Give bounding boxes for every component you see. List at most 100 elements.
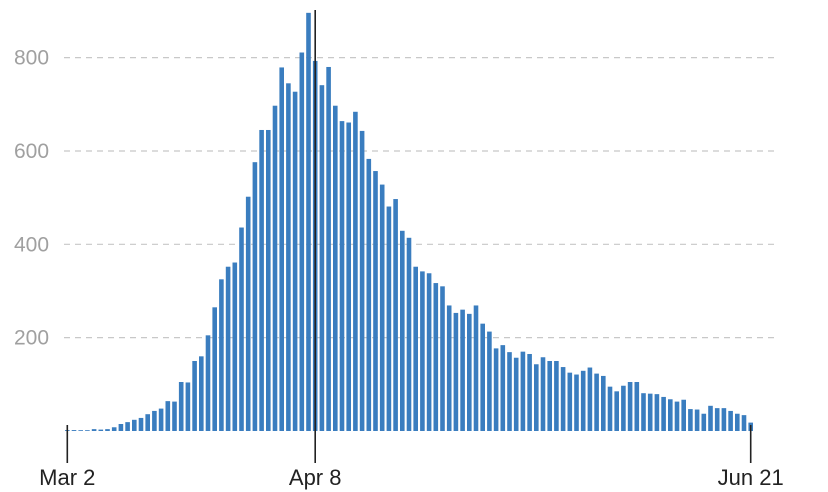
bar	[446, 305, 452, 431]
bar	[185, 382, 191, 431]
y-tick-label: 200	[14, 327, 49, 350]
bar	[71, 430, 77, 431]
bars	[65, 12, 753, 432]
bar	[138, 417, 144, 431]
bar	[574, 374, 579, 431]
bar	[353, 111, 358, 431]
bar	[473, 305, 479, 431]
bar	[440, 286, 445, 431]
y-tick-label: 800	[14, 47, 49, 70]
bar	[594, 373, 599, 431]
bar	[735, 413, 740, 431]
x-tick-label: Apr 8	[289, 465, 342, 490]
bar	[607, 386, 613, 431]
bar	[453, 312, 459, 431]
bar	[205, 335, 211, 431]
bar	[493, 348, 499, 431]
bar	[346, 122, 351, 431]
bar	[219, 279, 224, 431]
bar	[614, 391, 619, 431]
bar	[688, 409, 693, 431]
bar	[674, 401, 680, 431]
bar	[158, 408, 164, 431]
bar	[413, 266, 418, 431]
bar	[266, 129, 271, 432]
bar	[467, 313, 472, 431]
bar	[292, 91, 298, 432]
bar	[661, 396, 666, 431]
bar	[500, 345, 506, 431]
bar	[165, 401, 171, 431]
bar	[621, 385, 626, 431]
bar	[627, 382, 633, 431]
bar	[172, 401, 177, 431]
bar	[580, 370, 586, 431]
bar	[714, 408, 720, 431]
bar	[728, 410, 733, 431]
bar	[105, 429, 110, 431]
bar	[567, 372, 573, 431]
bar	[601, 375, 606, 431]
bar	[681, 399, 686, 431]
bar	[306, 12, 311, 432]
bar	[708, 405, 713, 431]
bar	[252, 162, 258, 431]
bar	[721, 408, 727, 431]
bar	[373, 171, 378, 432]
bar	[554, 361, 559, 431]
bar	[91, 429, 97, 431]
bar	[520, 351, 526, 431]
bar	[547, 361, 552, 431]
bar	[192, 361, 197, 431]
bar	[460, 309, 465, 431]
bar	[634, 382, 640, 431]
bar	[741, 415, 747, 431]
bar	[406, 237, 412, 431]
bar	[668, 399, 673, 431]
bar	[339, 121, 345, 432]
bar	[701, 413, 707, 431]
x-tick-label: Mar 2	[39, 465, 95, 490]
bar	[259, 129, 264, 432]
bar	[279, 67, 284, 431]
bar	[420, 271, 425, 431]
bar	[299, 52, 305, 431]
gridlines: 200 400 600 800	[14, 47, 778, 350]
bar	[286, 83, 291, 431]
bar	[132, 419, 137, 431]
bar	[540, 357, 546, 431]
bar	[513, 357, 519, 431]
bar	[647, 393, 653, 431]
bar	[239, 227, 244, 431]
bar	[379, 184, 385, 431]
bar	[654, 394, 660, 431]
bar	[178, 382, 184, 431]
bar	[534, 364, 539, 431]
bar	[326, 66, 331, 431]
bar	[487, 331, 492, 431]
bar	[359, 130, 365, 431]
bar	[527, 353, 532, 431]
bar	[212, 307, 217, 431]
bar	[426, 273, 432, 431]
bar	[225, 266, 231, 431]
y-tick-label: 600	[14, 140, 49, 163]
bar	[98, 429, 104, 431]
bar	[111, 427, 117, 431]
bar	[199, 356, 204, 431]
bar	[245, 196, 251, 431]
bar	[78, 430, 83, 431]
bar	[400, 230, 405, 431]
bar	[319, 85, 325, 432]
bar	[587, 367, 593, 431]
bar	[560, 367, 566, 431]
bar	[118, 424, 124, 431]
bar	[433, 283, 439, 431]
bar	[480, 323, 485, 431]
bar	[85, 430, 90, 431]
bar	[152, 410, 157, 431]
bar	[333, 105, 338, 432]
bar	[232, 262, 238, 431]
x-axis: Mar 2 Apr 8 Jun 21	[39, 10, 784, 490]
